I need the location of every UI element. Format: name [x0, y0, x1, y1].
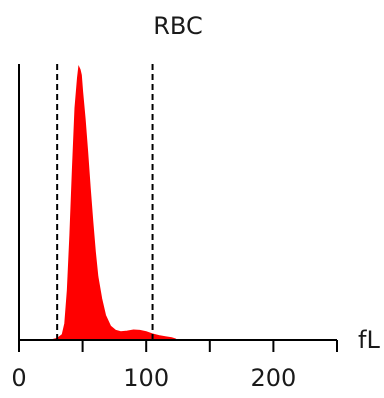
x-tick-label-100: 100	[123, 364, 169, 392]
x-axis-label: fL	[358, 326, 380, 354]
chart-title: RBC	[153, 12, 202, 40]
x-tick-label-0: 0	[11, 364, 26, 392]
plot-area	[50, 64, 179, 341]
x-tick-label-200: 200	[250, 364, 296, 392]
x-axis-ticks: 0 100 200	[11, 340, 338, 392]
histogram-area-0	[50, 64, 179, 341]
